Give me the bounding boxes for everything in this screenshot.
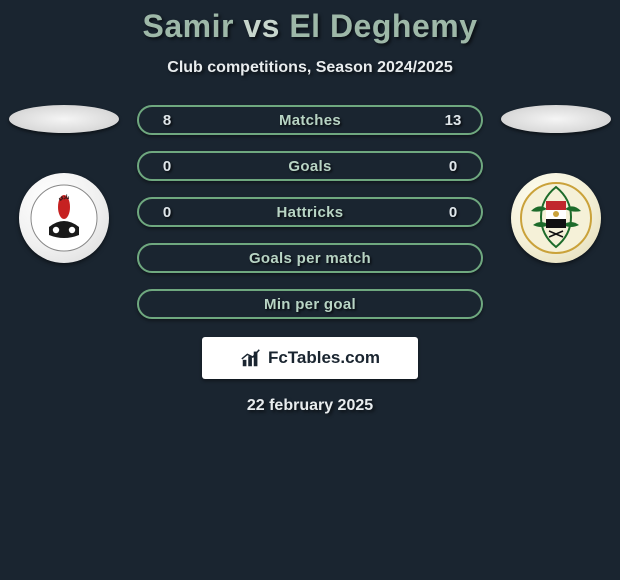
right-badge-icon [519, 181, 593, 255]
subtitle: Club competitions, Season 2024/2025 [0, 59, 620, 77]
stat-pill-min-per-goal: Min per goal [137, 289, 483, 319]
stat-label: Hattricks [179, 204, 441, 221]
stat-pill-goals-per-match: Goals per match [137, 243, 483, 273]
stat-right-value: 13 [441, 112, 465, 129]
left-club-badge: نادي [19, 173, 109, 263]
player2-name: El Deghemy [289, 8, 477, 44]
stat-left-value: 0 [155, 158, 179, 175]
stat-label: Goals [179, 158, 441, 175]
left-column: نادي [9, 105, 119, 263]
stat-left-value: 8 [155, 112, 179, 129]
stat-right-value: 0 [441, 158, 465, 175]
player1-name: Samir [143, 8, 234, 44]
date: 22 february 2025 [0, 397, 620, 415]
stat-right-value: 0 [441, 204, 465, 221]
brand-box: FcTables.com [202, 337, 418, 379]
stat-pill-matches: 8Matches13 [137, 105, 483, 135]
stat-left-value: 0 [155, 204, 179, 221]
brand-chart-icon [240, 347, 262, 369]
left-badge-icon: نادي [29, 183, 99, 253]
brand-text: FcTables.com [268, 348, 380, 368]
right-club-badge [511, 173, 601, 263]
right-column [501, 105, 611, 263]
svg-text:نادي: نادي [59, 194, 70, 201]
comparison-card: Samir vs El Deghemy Club competitions, S… [0, 0, 620, 415]
stat-label: Goals per match [249, 250, 371, 267]
stats-column: 8Matches130Goals00Hattricks0Goals per ma… [137, 105, 483, 319]
stat-pill-hattricks: 0Hattricks0 [137, 197, 483, 227]
stat-label: Min per goal [264, 296, 356, 313]
stat-label: Matches [179, 112, 441, 129]
stat-pill-goals: 0Goals0 [137, 151, 483, 181]
right-player-placeholder [501, 105, 611, 133]
page-title: Samir vs El Deghemy [0, 8, 620, 45]
left-player-placeholder [9, 105, 119, 133]
vs-separator: vs [243, 8, 280, 44]
main-row: نادي 8Matches130Goals00Hattricks0Goals p… [0, 105, 620, 319]
